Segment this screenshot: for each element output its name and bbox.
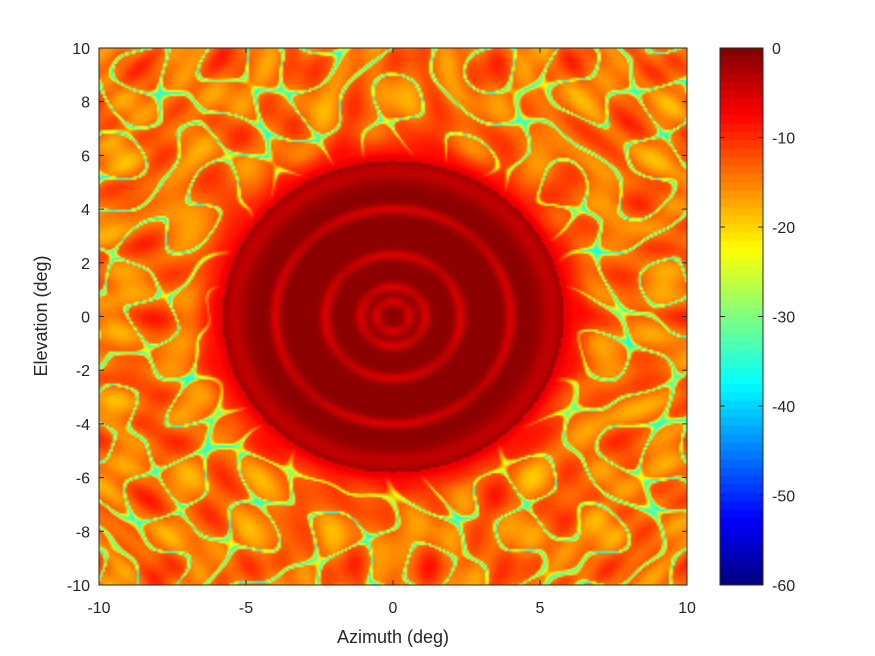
colorbar-tick-label: -50 xyxy=(772,489,795,506)
y-tick-label: -2 xyxy=(76,363,90,380)
x-tick-label: -10 xyxy=(87,600,110,617)
y-tick-label: 10 xyxy=(72,41,90,58)
y-tick-label: 0 xyxy=(81,310,90,327)
colorbar-tick-label: -10 xyxy=(772,131,795,148)
y-axis-label: Elevation (deg) xyxy=(31,255,51,376)
y-tick-label: 4 xyxy=(81,202,90,219)
y-tick-label: -10 xyxy=(67,578,90,595)
colorbar-tick-label: -30 xyxy=(772,310,795,327)
x-axis-label: Azimuth (deg) xyxy=(337,627,449,647)
y-axis: -10 -8 -6 -4 -2 0 2 4 6 8 10 xyxy=(67,41,687,595)
colorbar-gradient xyxy=(720,48,763,585)
colorbar-tick-label: 0 xyxy=(772,41,781,58)
colorbar-tick-label: -40 xyxy=(772,399,795,416)
y-tick-label: -6 xyxy=(76,471,90,488)
x-tick-label: 5 xyxy=(536,600,545,617)
x-tick-label: 0 xyxy=(389,600,398,617)
plot-area: -10 -5 0 5 10 -10 -8 -6 -4 -2 0 2 4 6 8 10 Azimuth (de… xyxy=(31,41,696,647)
y-tick-label: 8 xyxy=(81,95,90,112)
heatmap-image xyxy=(99,48,687,585)
colorbar-tick-label: -60 xyxy=(772,578,795,595)
y-tick-label: -8 xyxy=(76,524,90,541)
colorbar-tick-label: -20 xyxy=(772,220,795,237)
y-tick-label: 2 xyxy=(81,256,90,273)
x-tick-label: 10 xyxy=(678,600,696,617)
colorbar: 0 -10 -20 -30 -40 -50 -60 xyxy=(719,41,795,595)
x-tick-label: -5 xyxy=(239,600,253,617)
colorbar-ticks: 0 -10 -20 -30 -40 -50 -60 xyxy=(720,41,795,595)
y-tick-label: -4 xyxy=(76,417,90,434)
x-axis: -10 -5 0 5 10 xyxy=(87,48,696,617)
y-tick-label: 6 xyxy=(81,148,90,165)
